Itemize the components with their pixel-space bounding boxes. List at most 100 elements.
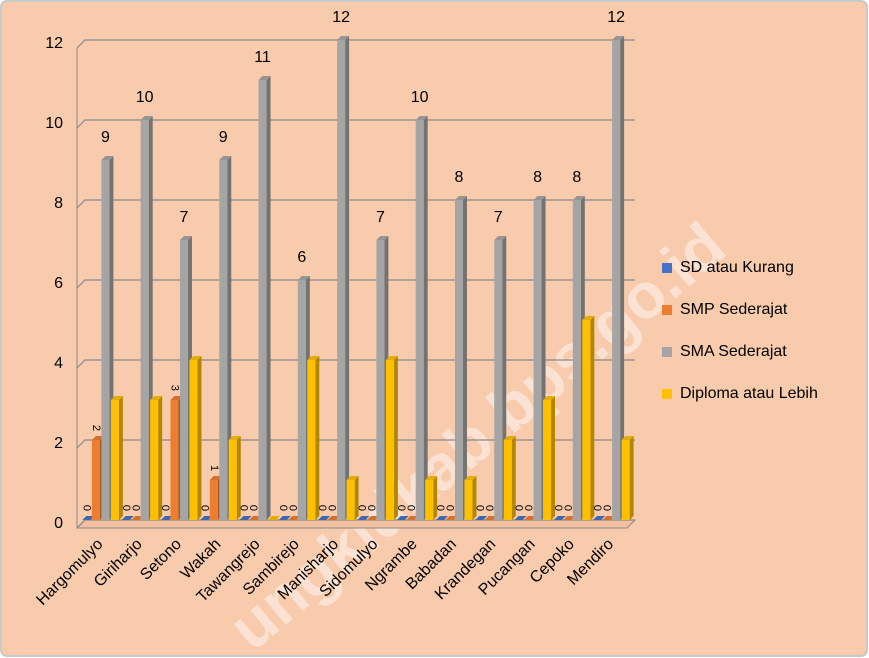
bar-top <box>563 516 576 520</box>
bar-side <box>197 356 202 520</box>
bar-top <box>209 476 222 480</box>
bar-top <box>239 516 252 520</box>
bar-side <box>345 36 350 520</box>
bar-top <box>533 196 546 200</box>
bar-top <box>140 116 153 120</box>
data-label: 0 <box>552 505 564 511</box>
bar-side <box>315 356 320 520</box>
bar-top <box>503 436 516 440</box>
data-label: 10 <box>136 89 154 106</box>
data-label: 8 <box>455 169 464 186</box>
data-label: 8 <box>572 169 581 186</box>
bar-side <box>236 436 241 520</box>
data-label: 7 <box>494 209 503 226</box>
bar-top <box>288 516 301 520</box>
grid-line <box>76 359 635 369</box>
bar-side <box>472 476 477 520</box>
bar-side <box>158 396 163 520</box>
bar <box>209 480 218 520</box>
bar-top <box>219 156 232 160</box>
data-label: 0 <box>120 505 132 511</box>
bar-side <box>511 436 516 520</box>
data-label: 0 <box>513 505 525 511</box>
bar-top <box>110 396 123 400</box>
data-label: 6 <box>297 249 306 266</box>
bar <box>425 480 434 520</box>
bar-top <box>131 516 144 520</box>
bar-top <box>268 516 281 520</box>
data-label: 0 <box>522 505 534 511</box>
grid-line <box>76 199 635 209</box>
data-label: 0 <box>434 505 446 511</box>
data-label: 0 <box>326 505 338 511</box>
bar <box>150 400 159 520</box>
bar-top <box>435 516 448 520</box>
bar-top <box>385 356 398 360</box>
y-tick-label: 0 <box>54 515 63 532</box>
bar-top <box>82 516 95 520</box>
y-tick-label: 4 <box>54 355 63 372</box>
bar-top <box>494 236 507 240</box>
bar-top <box>189 356 202 360</box>
bar-top <box>396 516 409 520</box>
data-label: 10 <box>411 89 429 106</box>
bar <box>179 240 188 520</box>
bar-side <box>590 316 595 520</box>
bar-top <box>278 516 291 520</box>
data-label: 0 <box>395 505 407 511</box>
legend-swatch <box>662 263 672 273</box>
bar-top <box>307 356 320 360</box>
bar-top <box>514 516 527 520</box>
bar-top <box>612 36 625 40</box>
bar <box>454 200 463 520</box>
data-label: 0 <box>238 505 250 511</box>
bar-top <box>464 476 477 480</box>
data-label: 0 <box>129 505 141 511</box>
bar-top <box>327 516 340 520</box>
bar-side <box>354 476 359 520</box>
plot-floor <box>75 519 637 529</box>
data-label: 8 <box>533 169 542 186</box>
bar-top <box>346 476 359 480</box>
bar-side <box>462 196 467 520</box>
bar-top <box>543 396 556 400</box>
data-label: 0 <box>355 505 367 511</box>
bar-side <box>551 396 556 520</box>
bar <box>494 240 503 520</box>
bar-top <box>572 196 585 200</box>
bar-side <box>620 36 625 520</box>
bar-top <box>258 76 271 80</box>
data-label: 3 <box>169 385 181 391</box>
bar <box>533 200 542 520</box>
bar <box>385 360 394 520</box>
legend-swatch <box>662 389 672 399</box>
data-label: 0 <box>159 505 171 511</box>
bar <box>101 160 110 520</box>
data-label: 0 <box>601 505 613 511</box>
data-label: 9 <box>101 129 110 146</box>
grid-line <box>76 439 635 449</box>
data-label: 0 <box>277 505 289 511</box>
bar-top <box>101 156 114 160</box>
bar-side <box>393 356 398 520</box>
bar-top <box>445 516 458 520</box>
bar <box>140 120 149 520</box>
bar <box>503 440 512 520</box>
bar <box>228 440 237 520</box>
bar <box>297 280 306 520</box>
data-label: 0 <box>80 505 92 511</box>
data-label: 0 <box>561 505 573 511</box>
y-tick-label: 12 <box>45 35 63 52</box>
legend-label: Diploma atau Lebih <box>680 385 818 402</box>
legend-swatch <box>662 305 672 315</box>
bar-top <box>553 516 566 520</box>
bar-top <box>318 516 331 520</box>
bar-side <box>227 156 232 520</box>
bar-side <box>118 396 123 520</box>
bar-top <box>582 316 595 320</box>
bar-top <box>179 236 192 240</box>
y-tick-label: 6 <box>54 275 63 292</box>
data-label: 0 <box>591 505 603 511</box>
y-tick-label: 8 <box>54 195 63 212</box>
bar-top <box>454 196 467 200</box>
